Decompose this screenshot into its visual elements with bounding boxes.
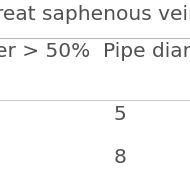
Text: reat saphenous vein: reat saphenous vein [0, 5, 190, 24]
Text: er > 50%: er > 50% [0, 42, 90, 61]
Text: 8: 8 [114, 148, 126, 167]
Text: Pipe diam: Pipe diam [103, 42, 190, 61]
Text: 5: 5 [114, 105, 126, 124]
